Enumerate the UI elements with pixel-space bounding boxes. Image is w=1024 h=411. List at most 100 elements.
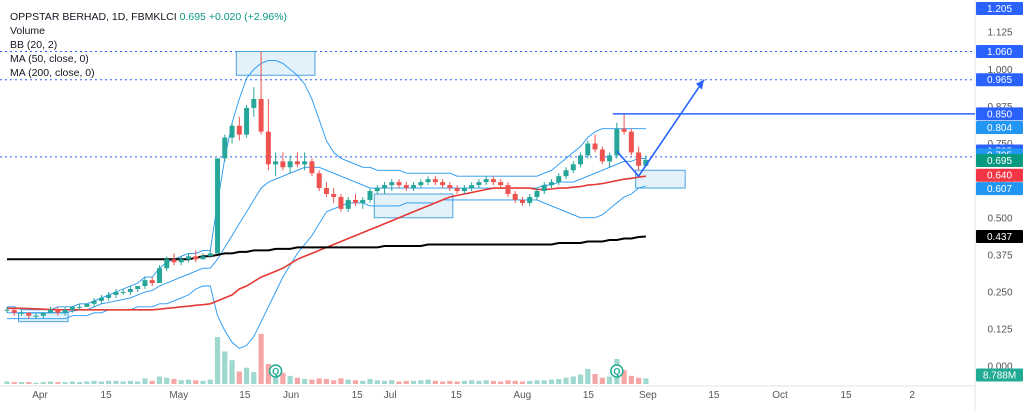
x-tick-label: May: [169, 390, 188, 401]
volume-bar: [483, 380, 489, 384]
candle-body: [323, 188, 329, 194]
y-tick-label: 0.375: [987, 250, 1012, 261]
volume-bar: [447, 380, 453, 384]
volume-bar: [214, 337, 221, 384]
volume-bar: [62, 382, 68, 384]
y-tick-label: 0.500: [987, 213, 1012, 224]
legend-ma50[interactable]: MA (50, close, 0): [10, 53, 89, 65]
volume-bar: [527, 380, 533, 384]
candle-body: [599, 149, 605, 162]
candle-body: [62, 309, 68, 313]
volume-bar: [345, 379, 351, 384]
candle-body: [578, 155, 584, 165]
candle-body: [127, 289, 133, 292]
candle-body: [592, 143, 598, 150]
candle-body: [541, 185, 547, 192]
volume-bar: [606, 376, 613, 384]
volume-bar: [374, 380, 380, 384]
y-tick-label: 1.125: [987, 28, 1012, 39]
volume-bar: [294, 377, 300, 384]
price-label-text: 8.788M: [983, 371, 1016, 382]
price-label-text: 1.060: [987, 47, 1012, 58]
volume-bar: [469, 380, 475, 384]
projection-arrowhead: [695, 79, 704, 90]
candle-body: [229, 125, 235, 138]
candle-body: [534, 191, 540, 197]
candle-body: [178, 259, 184, 263]
volume-bar: [222, 351, 228, 384]
candle-body: [171, 259, 177, 263]
y-tick-label: 0.125: [987, 325, 1012, 336]
volume-bar: [418, 380, 424, 384]
legend-bb[interactable]: BB (20, 2): [10, 39, 58, 51]
bb-basis-line: [7, 157, 646, 314]
price-label-text: 0.437: [987, 232, 1012, 243]
candle-body: [84, 303, 90, 307]
legend-ma200[interactable]: MA (200, close, 0): [10, 67, 95, 79]
candle-body: [345, 199, 351, 209]
candle-body: [113, 291, 119, 295]
candle-body: [287, 161, 293, 168]
candle-body: [215, 158, 221, 254]
y-tick-label: 1.000: [987, 65, 1012, 76]
price-label-text: 0.965: [987, 75, 1012, 86]
price-label-text: 1.205: [987, 4, 1012, 15]
volume-bar: [476, 380, 482, 384]
candle-body: [33, 315, 39, 317]
candle-body: [396, 182, 402, 186]
support-zone-box: [635, 169, 686, 189]
candle-body: [77, 306, 83, 308]
candle-body: [164, 259, 170, 269]
candle-body: [352, 199, 358, 203]
volume-bar: [55, 382, 61, 384]
volume-bar: [628, 375, 634, 384]
volume-bar: [77, 382, 83, 384]
support-zone-box: [235, 51, 316, 76]
candle-body: [411, 185, 417, 189]
legend-symbol-row[interactable]: OPPSTAR BERHAD, 1D, FBMKLCI 0.695 +0.020…: [10, 10, 287, 24]
volume-bar: [338, 378, 344, 384]
price-label-box: [976, 45, 1023, 58]
volume-bar: [229, 360, 235, 384]
bb-lower-line: [7, 185, 647, 349]
projection-path: [616, 79, 705, 178]
candle-body: [454, 188, 460, 192]
volume-bar: [512, 380, 518, 384]
candle-body: [55, 309, 61, 313]
price-label-text: 0.804: [987, 123, 1012, 134]
volume-bar: [236, 371, 242, 384]
candle-body: [4, 309, 10, 311]
volume-bar: [461, 380, 467, 384]
volume-bar: [251, 372, 257, 384]
price-label-box: [976, 121, 1023, 134]
volume-bar: [367, 378, 373, 384]
candle-body: [425, 179, 431, 183]
y-tick-label: 0.250: [987, 287, 1012, 298]
volume-bar: [156, 376, 163, 384]
x-tick-label: 15: [101, 390, 113, 401]
volume-bar: [636, 377, 642, 384]
price-label-box: [976, 229, 1023, 243]
candle-body: [338, 196, 344, 209]
legend-volume[interactable]: Volume: [10, 25, 46, 37]
candle-body: [389, 182, 395, 186]
volume-bar: [40, 382, 46, 384]
candle-body: [469, 185, 475, 189]
volume-bar: [185, 379, 192, 384]
volume-bar: [440, 381, 446, 384]
volume-bar: [171, 378, 177, 384]
candle-body: [621, 128, 627, 132]
volume-bar: [26, 382, 32, 384]
x-tick-label: Aug: [513, 390, 531, 401]
candle-body: [519, 199, 525, 203]
volume-bar: [193, 380, 199, 384]
volume-bar: [91, 380, 97, 384]
volume-bar: [178, 380, 184, 384]
candle-body: [498, 182, 504, 186]
volume-bar: [18, 382, 25, 384]
candle-body: [607, 155, 613, 162]
price-label-text: 0.607: [987, 184, 1012, 195]
volume-bar: [207, 379, 213, 384]
last-price: 0.695: [179, 11, 206, 23]
